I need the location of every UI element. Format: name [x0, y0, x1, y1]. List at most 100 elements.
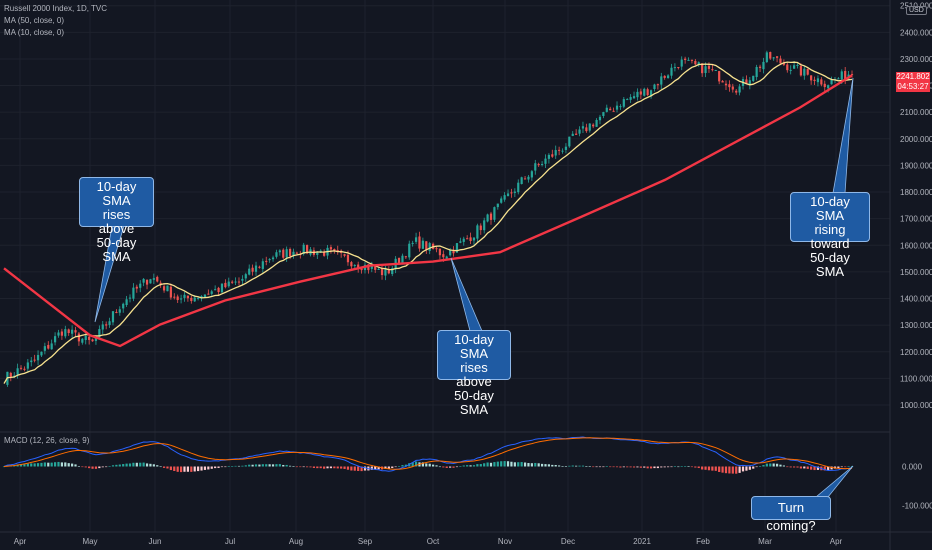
- macd-bar: [224, 466, 227, 468]
- macd-bar: [23, 464, 26, 467]
- ma50-legend[interactable]: MA (50, close, 0): [4, 16, 65, 25]
- x-tick-label: Nov: [498, 537, 512, 546]
- macd-bar: [554, 465, 557, 467]
- candle-body: [261, 261, 264, 269]
- candle-body: [748, 80, 751, 85]
- candle-body: [466, 238, 469, 240]
- macd-bar: [220, 466, 224, 468]
- candle-body: [203, 294, 207, 298]
- macd-bar: [578, 465, 581, 467]
- candle-body: [438, 248, 442, 256]
- candle-body: [411, 242, 414, 244]
- candle-body: [64, 329, 67, 337]
- macd-bar: [438, 466, 442, 468]
- macd-bar: [47, 462, 50, 467]
- macd-bar: [374, 466, 377, 470]
- macd-bar: [844, 466, 847, 468]
- macd-bar: [632, 466, 636, 468]
- candle-body: [670, 67, 673, 76]
- candle-body: [449, 250, 452, 256]
- candle-body: [306, 245, 309, 254]
- candle-body: [111, 311, 115, 323]
- macd-bar: [670, 466, 673, 468]
- macd-bar: [595, 466, 598, 468]
- macd-bar: [176, 466, 179, 472]
- macd-bar: [74, 464, 77, 467]
- macd-bar: [77, 466, 81, 467]
- macd-bar: [677, 466, 680, 468]
- y-tick-label: 1500.000: [900, 268, 932, 277]
- y-tick-label: 1100.000: [900, 374, 932, 383]
- candle-body: [779, 58, 782, 64]
- candle-body: [517, 182, 520, 193]
- macd-bar: [568, 465, 571, 467]
- candle-body: [237, 281, 241, 283]
- macd-bar: [190, 466, 193, 472]
- candle-body: [387, 269, 390, 274]
- candle-body: [254, 265, 258, 272]
- macd-bar: [571, 465, 574, 467]
- candle-body: [115, 311, 118, 313]
- candle-body: [762, 61, 765, 70]
- macd-bar: [520, 462, 523, 467]
- candle-body: [282, 249, 285, 258]
- candle-body: [837, 78, 840, 80]
- candle-body: [496, 203, 499, 208]
- macd-bar: [316, 466, 319, 469]
- candle-body: [500, 198, 503, 203]
- macd-bar: [486, 462, 489, 467]
- symbol-legend[interactable]: Russell 2000 Index, 1D, TVC: [4, 4, 108, 13]
- candle-body: [384, 269, 387, 276]
- candle-body: [357, 264, 360, 269]
- macd-bar: [30, 463, 33, 467]
- candle-body: [139, 283, 142, 288]
- macd-bar: [26, 463, 29, 467]
- y-tick-label: 2100.000: [900, 108, 932, 117]
- time-axis[interactable]: Apr May Jun Jul Aug Sep Oct Nov Dec 2021 Feb Mar Apr: [0, 531, 932, 546]
- candle-body: [622, 99, 625, 107]
- candle-body: [782, 62, 785, 65]
- macd-bar: [414, 461, 418, 467]
- candle-body: [350, 262, 353, 267]
- macd-bar: [404, 464, 407, 467]
- candle-body: [752, 75, 755, 82]
- candle-body: [374, 265, 377, 270]
- macd-bar: [694, 466, 697, 468]
- candle-body: [162, 286, 166, 291]
- candle-body: [544, 158, 547, 164]
- candle-body: [428, 243, 431, 251]
- macd-bar: [111, 465, 115, 467]
- macd-bar: [701, 466, 704, 470]
- macd-bar: [636, 466, 639, 468]
- ma10-legend[interactable]: MA (10, close, 0): [4, 28, 65, 37]
- macd-bar: [789, 466, 792, 468]
- macd-bar: [179, 466, 183, 473]
- macd-bar: [687, 466, 690, 467]
- macd-bar: [360, 466, 363, 472]
- candle-body: [197, 297, 200, 299]
- candle-body: [755, 67, 758, 78]
- macd-legend[interactable]: MACD (12, 26, close, 9): [4, 436, 90, 445]
- candle-body: [370, 265, 373, 269]
- candle-body: [190, 297, 193, 302]
- macd-bar: [248, 464, 251, 467]
- macd-bar: [401, 465, 404, 467]
- macd-bar: [387, 466, 390, 469]
- macd-bar: [649, 466, 653, 469]
- macd-bar: [312, 466, 316, 468]
- macd-bar: [452, 466, 455, 468]
- candle-body: [316, 251, 319, 255]
- candle-body: [558, 149, 561, 151]
- macd-bar: [323, 466, 326, 469]
- candle-body: [694, 60, 697, 65]
- macd-bar: [169, 466, 172, 471]
- currency-badge[interactable]: USD: [906, 6, 927, 15]
- candle-body: [43, 346, 46, 351]
- candle-body: [234, 281, 237, 283]
- candle-body: [745, 79, 748, 84]
- candle-body: [292, 251, 295, 257]
- candle-body: [493, 207, 496, 220]
- macd-bar: [575, 465, 578, 467]
- macd-bar: [741, 466, 745, 472]
